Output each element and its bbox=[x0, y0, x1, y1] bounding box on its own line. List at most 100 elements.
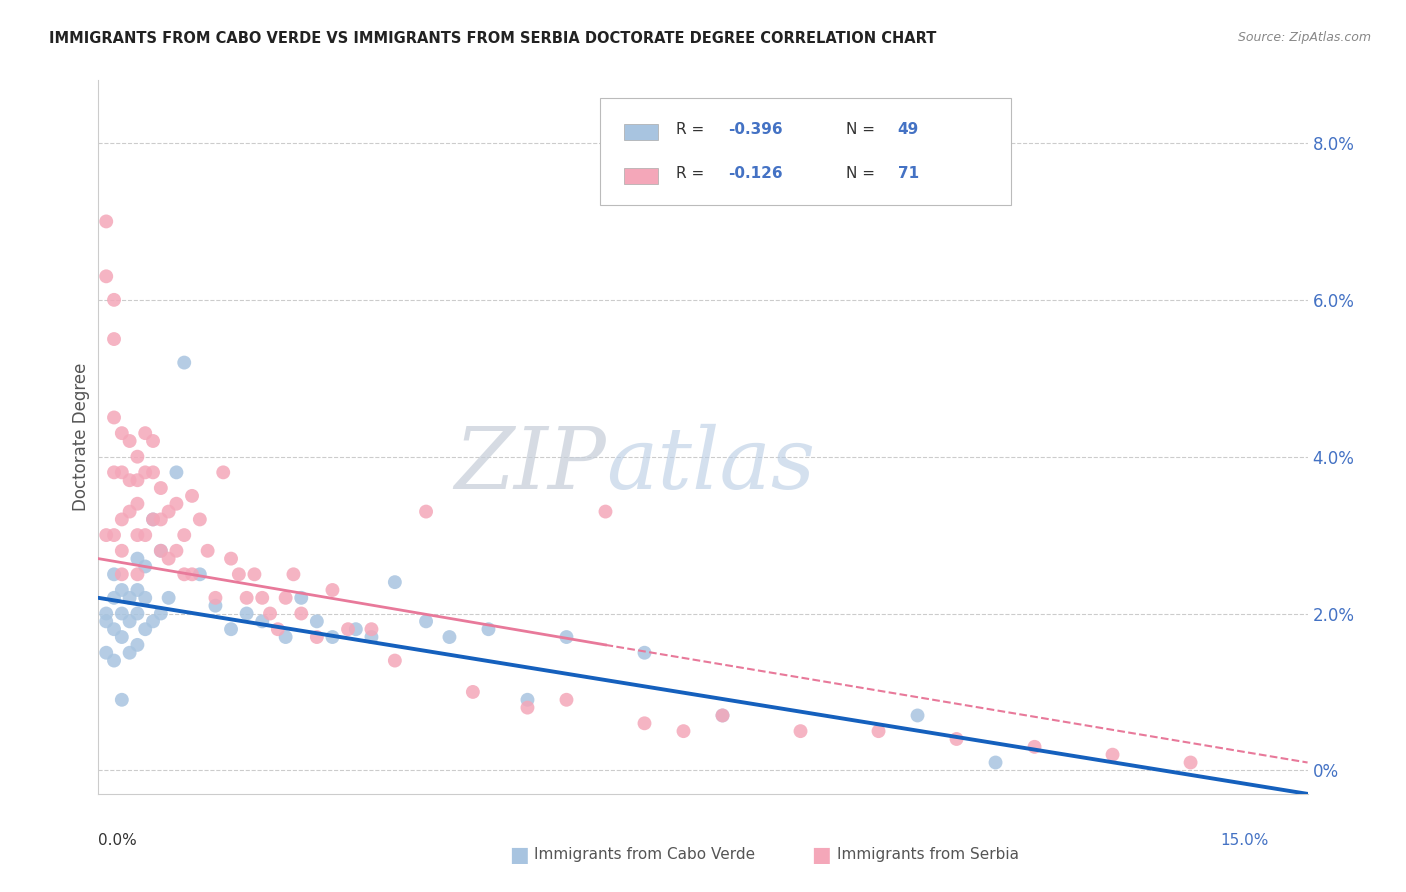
Point bbox=[157, 551, 180, 566]
Point bbox=[96, 646, 118, 660]
Text: 15.0%: 15.0% bbox=[1220, 833, 1268, 848]
Point bbox=[181, 489, 204, 503]
Point bbox=[595, 505, 617, 519]
Point bbox=[274, 591, 297, 605]
Point bbox=[127, 551, 149, 566]
Point bbox=[283, 567, 305, 582]
Point bbox=[142, 512, 165, 526]
Text: -0.126: -0.126 bbox=[728, 166, 783, 181]
Text: -0.396: -0.396 bbox=[728, 122, 783, 137]
Point bbox=[672, 724, 695, 739]
Point bbox=[96, 615, 118, 629]
Point bbox=[118, 591, 141, 605]
Point bbox=[516, 693, 538, 707]
Point bbox=[96, 214, 118, 228]
Point bbox=[1101, 747, 1123, 762]
Point bbox=[415, 615, 437, 629]
Point bbox=[516, 700, 538, 714]
Point bbox=[337, 622, 360, 636]
Point bbox=[118, 646, 141, 660]
FancyBboxPatch shape bbox=[624, 124, 658, 140]
Point bbox=[118, 434, 141, 448]
Point bbox=[633, 646, 655, 660]
Point bbox=[188, 512, 211, 526]
Point bbox=[243, 567, 266, 582]
Point bbox=[274, 630, 297, 644]
Point bbox=[188, 567, 211, 582]
Point bbox=[384, 575, 406, 590]
Point bbox=[103, 654, 125, 668]
Point bbox=[111, 567, 134, 582]
FancyBboxPatch shape bbox=[600, 98, 1011, 205]
Point bbox=[127, 497, 149, 511]
Text: ■: ■ bbox=[509, 845, 529, 864]
Point bbox=[711, 708, 734, 723]
Text: R =: R = bbox=[676, 122, 710, 137]
Point bbox=[212, 466, 235, 480]
FancyBboxPatch shape bbox=[624, 168, 658, 184]
Point bbox=[142, 466, 165, 480]
Point bbox=[111, 543, 134, 558]
Point bbox=[127, 638, 149, 652]
Point bbox=[142, 434, 165, 448]
Point bbox=[344, 622, 367, 636]
Point bbox=[290, 591, 312, 605]
Point bbox=[1180, 756, 1202, 770]
Point bbox=[305, 615, 328, 629]
Text: Immigrants from Serbia: Immigrants from Serbia bbox=[837, 847, 1018, 862]
Point bbox=[439, 630, 461, 644]
Point bbox=[111, 582, 134, 597]
Point bbox=[103, 293, 125, 307]
Point bbox=[127, 450, 149, 464]
Text: 71: 71 bbox=[897, 166, 918, 181]
Point bbox=[134, 559, 156, 574]
Point bbox=[118, 505, 141, 519]
Point bbox=[134, 426, 156, 441]
Text: 49: 49 bbox=[897, 122, 920, 137]
Text: N =: N = bbox=[845, 166, 880, 181]
Point bbox=[142, 512, 165, 526]
Point bbox=[555, 693, 578, 707]
Point bbox=[149, 607, 172, 621]
Point bbox=[165, 543, 187, 558]
Point bbox=[103, 332, 125, 346]
Point bbox=[149, 512, 172, 526]
Point bbox=[360, 622, 382, 636]
Point bbox=[235, 607, 257, 621]
Point bbox=[197, 543, 219, 558]
Point bbox=[173, 567, 195, 582]
Point bbox=[127, 473, 149, 487]
Point bbox=[384, 654, 406, 668]
Point bbox=[118, 615, 141, 629]
Point bbox=[321, 582, 343, 597]
Point bbox=[149, 481, 172, 495]
Text: Immigrants from Cabo Verde: Immigrants from Cabo Verde bbox=[534, 847, 755, 862]
Point bbox=[219, 622, 242, 636]
Point bbox=[984, 756, 1007, 770]
Point bbox=[134, 466, 156, 480]
Point bbox=[103, 466, 125, 480]
Point bbox=[96, 607, 118, 621]
Point bbox=[252, 615, 274, 629]
Point bbox=[111, 426, 134, 441]
Point bbox=[103, 410, 125, 425]
Point bbox=[321, 630, 343, 644]
Point bbox=[360, 630, 382, 644]
Point bbox=[477, 622, 499, 636]
Point bbox=[111, 466, 134, 480]
Y-axis label: Doctorate Degree: Doctorate Degree bbox=[72, 363, 90, 511]
Point bbox=[235, 591, 257, 605]
Text: ZIP: ZIP bbox=[454, 425, 606, 507]
Point bbox=[149, 543, 172, 558]
Point bbox=[228, 567, 250, 582]
Point bbox=[96, 528, 118, 542]
Point bbox=[1024, 739, 1046, 754]
Point bbox=[555, 630, 578, 644]
Point bbox=[127, 607, 149, 621]
Point bbox=[103, 622, 125, 636]
Point bbox=[945, 731, 967, 746]
Point bbox=[204, 591, 226, 605]
Point bbox=[134, 591, 156, 605]
Point bbox=[907, 708, 929, 723]
Point bbox=[118, 473, 141, 487]
